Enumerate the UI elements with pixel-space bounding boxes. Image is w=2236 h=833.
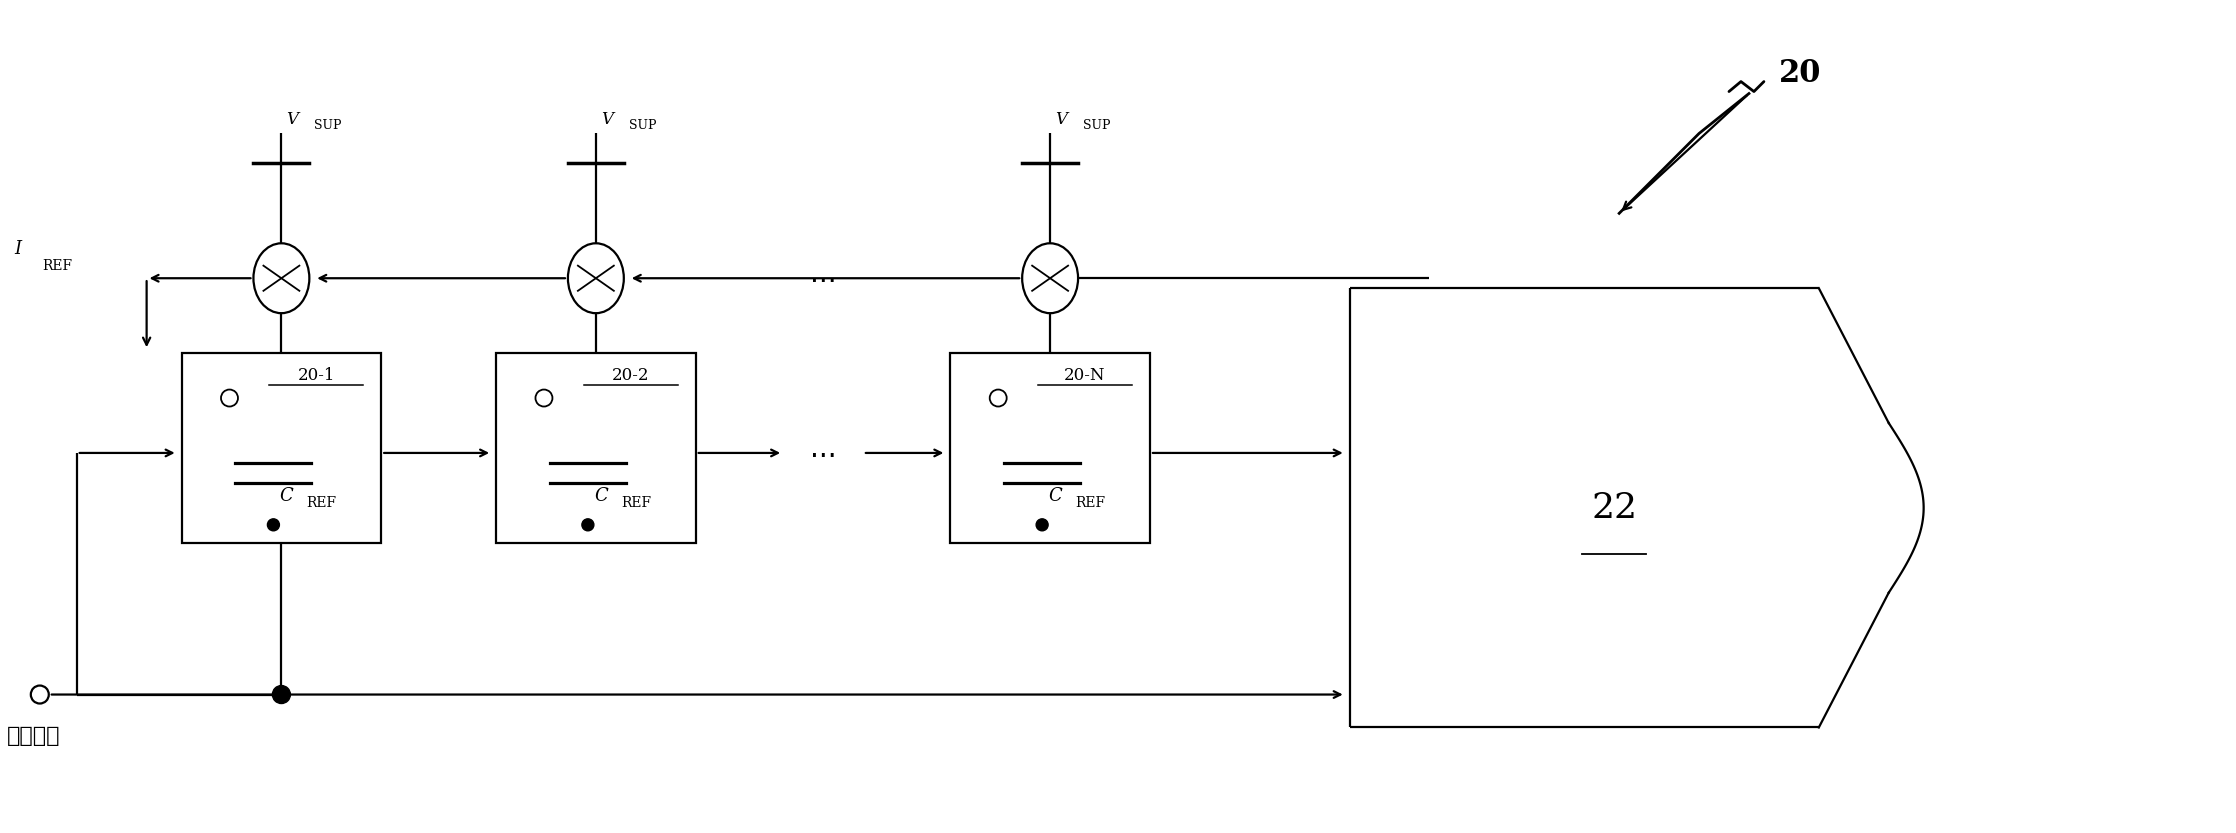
Text: C: C <box>1049 486 1062 505</box>
Text: 22: 22 <box>1592 491 1637 525</box>
Circle shape <box>273 686 291 704</box>
Text: 时钟输入: 时钟输入 <box>7 726 60 746</box>
Text: I: I <box>13 240 20 258</box>
Circle shape <box>1035 519 1049 531</box>
Text: SUP: SUP <box>315 119 342 132</box>
Text: 20: 20 <box>1780 58 1822 89</box>
Text: ...: ... <box>809 435 836 463</box>
Text: 20-N: 20-N <box>1064 367 1107 384</box>
Text: REF: REF <box>306 496 335 510</box>
Bar <box>181 353 380 543</box>
Text: SUP: SUP <box>1082 119 1111 132</box>
Text: REF: REF <box>1076 496 1105 510</box>
Text: C: C <box>595 486 608 505</box>
Text: SUP: SUP <box>628 119 657 132</box>
Text: V: V <box>286 112 297 128</box>
Text: V: V <box>601 112 613 128</box>
Text: 20-1: 20-1 <box>297 367 335 384</box>
Bar <box>496 353 695 543</box>
Text: REF: REF <box>42 259 72 273</box>
Text: REF: REF <box>622 496 651 510</box>
Text: 20-2: 20-2 <box>613 367 651 384</box>
Text: V: V <box>1055 112 1067 128</box>
Bar <box>950 353 1149 543</box>
Text: ...: ... <box>809 260 836 288</box>
Text: C: C <box>280 486 293 505</box>
Circle shape <box>268 519 280 531</box>
Circle shape <box>581 519 595 531</box>
